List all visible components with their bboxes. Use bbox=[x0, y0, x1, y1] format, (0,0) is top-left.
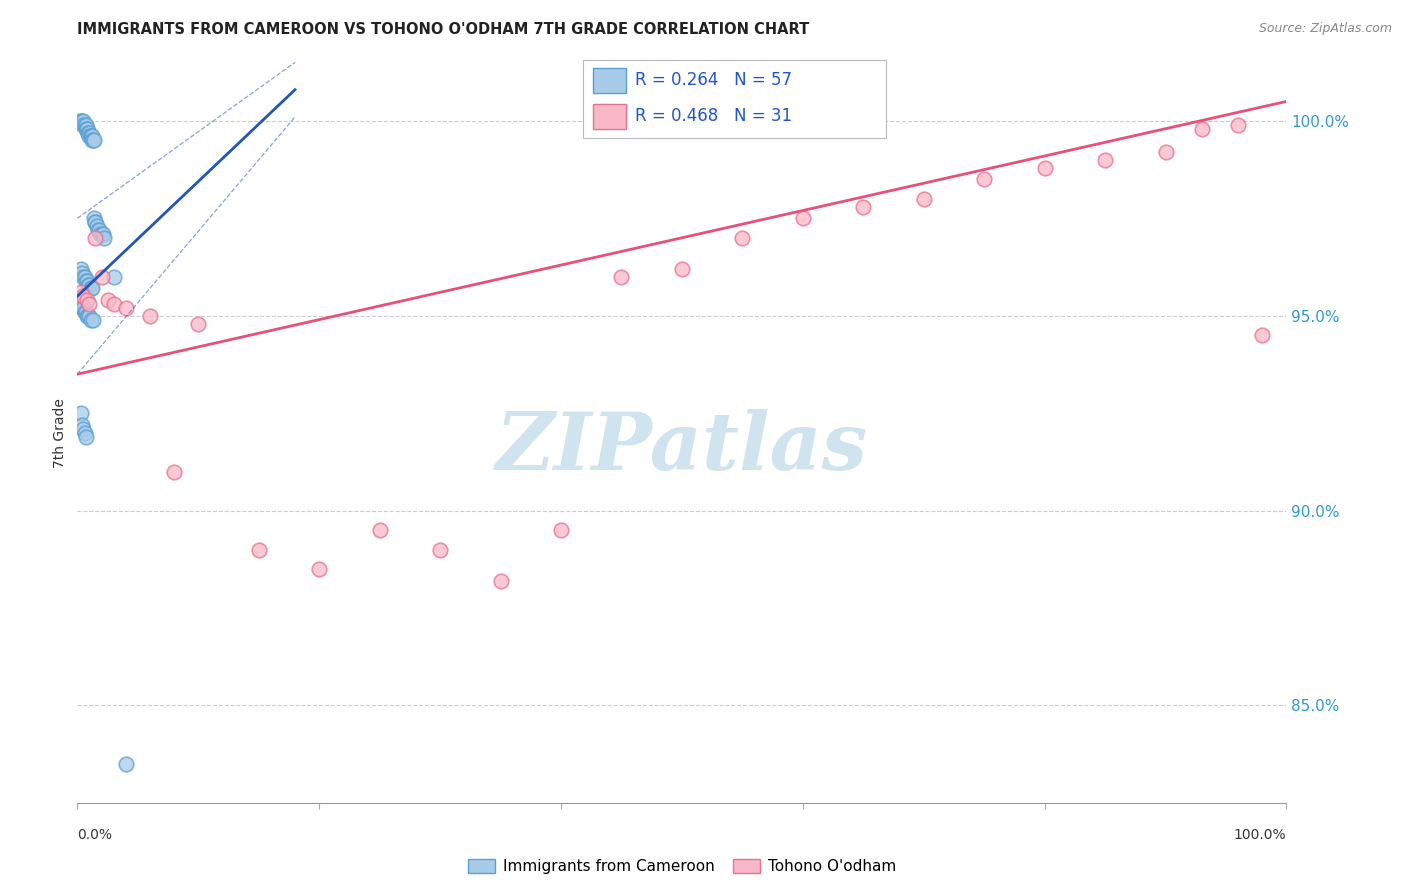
Text: Source: ZipAtlas.com: Source: ZipAtlas.com bbox=[1258, 22, 1392, 36]
Point bbox=[77, 126, 100, 140]
Point bbox=[79, 297, 101, 311]
Point bbox=[1094, 153, 1116, 167]
Point bbox=[429, 542, 451, 557]
Point bbox=[1251, 328, 1274, 343]
Point bbox=[84, 215, 107, 229]
Point bbox=[79, 129, 101, 144]
Point bbox=[247, 542, 270, 557]
Point bbox=[77, 309, 100, 323]
Point bbox=[96, 293, 118, 307]
Point bbox=[76, 293, 98, 307]
Point bbox=[76, 274, 98, 288]
Legend: Immigrants from Cameroon, Tohono O'odham: Immigrants from Cameroon, Tohono O'odham bbox=[461, 853, 903, 880]
Point bbox=[86, 219, 108, 233]
Point bbox=[163, 465, 186, 479]
Point bbox=[1154, 145, 1177, 159]
Point bbox=[91, 227, 114, 241]
Point bbox=[75, 118, 97, 132]
Point bbox=[912, 192, 935, 206]
Point bbox=[973, 172, 995, 186]
Point bbox=[87, 223, 110, 237]
Point bbox=[72, 114, 94, 128]
Point bbox=[75, 429, 97, 443]
Point bbox=[79, 126, 101, 140]
Point bbox=[72, 301, 94, 315]
Point bbox=[90, 227, 112, 241]
Point bbox=[368, 523, 391, 537]
Point bbox=[83, 133, 105, 147]
Point bbox=[103, 297, 125, 311]
Point bbox=[69, 114, 91, 128]
Point bbox=[93, 231, 115, 245]
Point bbox=[1191, 121, 1213, 136]
Point bbox=[72, 289, 94, 303]
Point bbox=[1033, 161, 1056, 175]
Point bbox=[76, 309, 98, 323]
Point bbox=[70, 417, 93, 432]
Point bbox=[70, 114, 93, 128]
Text: R = 0.264   N = 57: R = 0.264 N = 57 bbox=[636, 71, 792, 89]
Point bbox=[79, 277, 101, 292]
Point bbox=[79, 129, 101, 144]
Point bbox=[72, 422, 94, 436]
Text: ZIPatlas: ZIPatlas bbox=[496, 409, 868, 486]
Point bbox=[489, 574, 512, 588]
Text: R = 0.468   N = 31: R = 0.468 N = 31 bbox=[636, 107, 792, 125]
Text: 0.0%: 0.0% bbox=[77, 828, 112, 842]
Point bbox=[84, 231, 107, 245]
Bar bbox=[592, 103, 626, 128]
Point bbox=[77, 126, 100, 140]
Point bbox=[82, 312, 104, 326]
Point bbox=[76, 121, 98, 136]
Point bbox=[70, 262, 93, 277]
Bar bbox=[592, 68, 626, 93]
Text: 100.0%: 100.0% bbox=[1234, 828, 1286, 842]
Point bbox=[76, 121, 98, 136]
Point bbox=[87, 223, 110, 237]
Point bbox=[671, 262, 693, 277]
Point bbox=[70, 301, 93, 315]
Point bbox=[139, 309, 162, 323]
Point bbox=[84, 215, 107, 229]
Y-axis label: 7th Grade: 7th Grade bbox=[53, 398, 67, 467]
Point bbox=[70, 297, 93, 311]
Point bbox=[70, 285, 93, 300]
Point bbox=[90, 269, 112, 284]
Point bbox=[114, 301, 136, 315]
Point bbox=[72, 118, 94, 132]
Point bbox=[80, 129, 103, 144]
Point bbox=[79, 312, 101, 326]
Text: IMMIGRANTS FROM CAMEROON VS TOHONO O'ODHAM 7TH GRADE CORRELATION CHART: IMMIGRANTS FROM CAMEROON VS TOHONO O'ODH… bbox=[77, 22, 810, 37]
Point bbox=[731, 231, 754, 245]
Point bbox=[75, 121, 97, 136]
Point bbox=[1227, 118, 1250, 132]
Point bbox=[80, 281, 103, 295]
Point bbox=[83, 211, 105, 226]
Point bbox=[852, 200, 875, 214]
Point bbox=[70, 266, 93, 280]
Point bbox=[187, 317, 209, 331]
Point bbox=[75, 274, 97, 288]
Point bbox=[79, 281, 101, 295]
Point bbox=[72, 269, 94, 284]
Point bbox=[610, 269, 633, 284]
Point bbox=[89, 227, 111, 241]
Point bbox=[70, 114, 93, 128]
Point bbox=[80, 133, 103, 147]
Point bbox=[82, 133, 104, 147]
Point bbox=[73, 305, 96, 319]
Point bbox=[792, 211, 814, 226]
Point bbox=[79, 309, 101, 323]
Point bbox=[73, 269, 96, 284]
Point bbox=[308, 562, 330, 576]
Point bbox=[79, 129, 101, 144]
Point bbox=[103, 269, 125, 284]
Point bbox=[70, 406, 93, 420]
Point bbox=[77, 277, 100, 292]
Point bbox=[550, 523, 572, 537]
Point bbox=[114, 756, 136, 771]
Point bbox=[73, 118, 96, 132]
Point bbox=[75, 305, 97, 319]
Point bbox=[73, 425, 96, 440]
